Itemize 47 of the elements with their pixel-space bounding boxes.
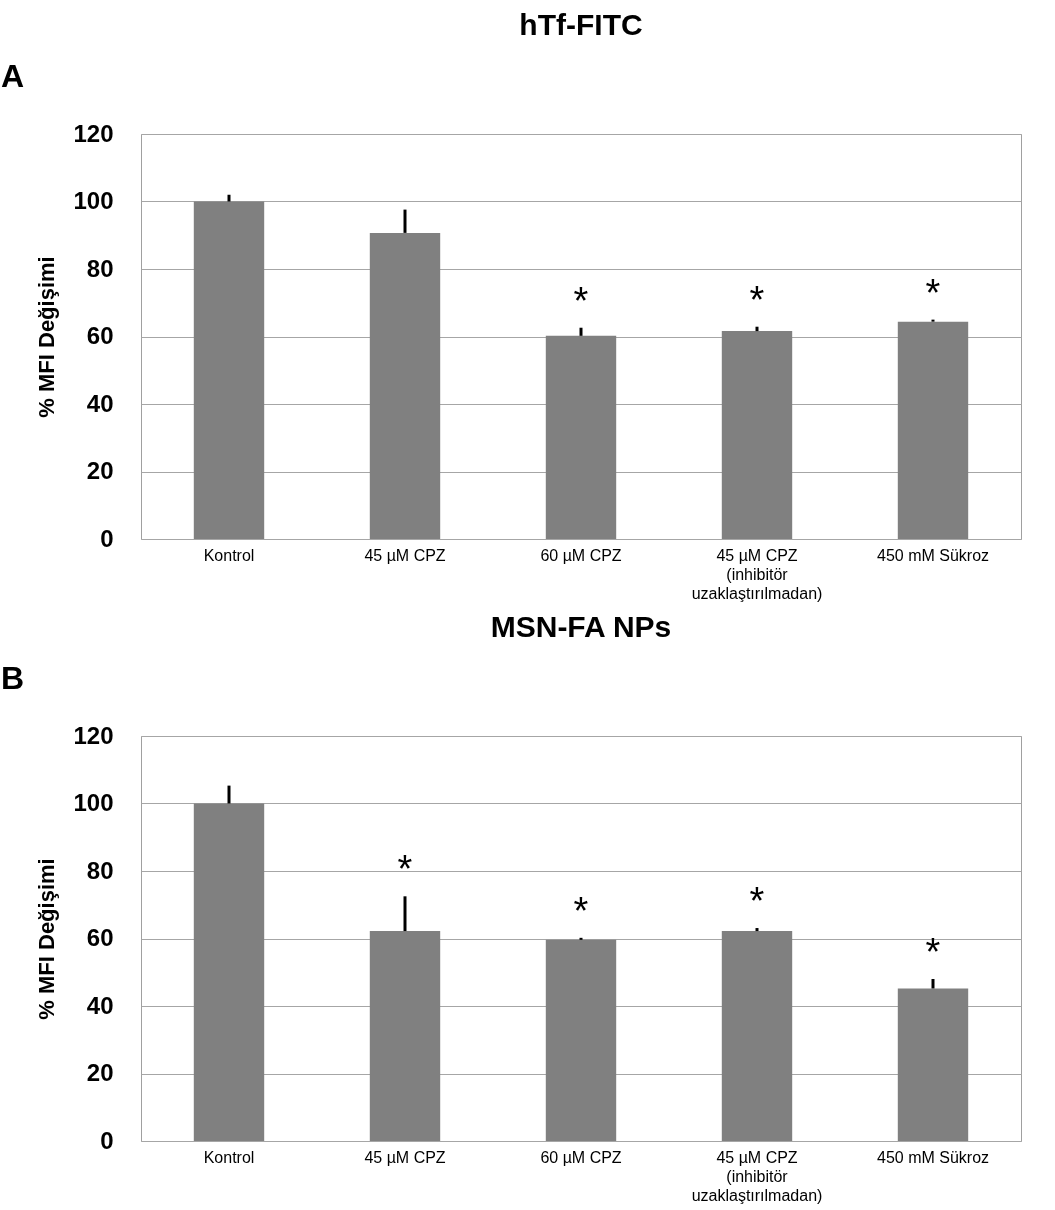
y-tick-label: 60 <box>86 924 114 951</box>
chart-title: hTf-FITC <box>519 8 643 41</box>
annotation: * <box>573 279 589 322</box>
annotation: * <box>925 931 941 973</box>
annotation: * <box>397 848 413 891</box>
bar <box>193 803 265 1141</box>
y-tick-label: 80 <box>86 254 114 282</box>
annotation: * <box>925 271 941 314</box>
y-tick-label: 100 <box>73 187 114 214</box>
bar <box>721 331 793 539</box>
bar <box>897 988 969 1141</box>
x-tick-label: 45 µM CPZ <box>364 546 446 564</box>
y-tick-label: 120 <box>73 721 114 749</box>
y-tick-label: 40 <box>86 389 114 417</box>
bar <box>369 232 441 539</box>
text: B <box>1 660 25 696</box>
x-tick-label: 45 µM CPZ <box>364 1148 446 1166</box>
y-tick-label: 0 <box>100 1126 114 1154</box>
text: A <box>1 58 25 94</box>
y-tick-label: 60 <box>86 322 114 349</box>
bar <box>545 939 617 1141</box>
y-tick-label: 120 <box>73 119 114 147</box>
x-tick-label: 45 µM CPZ (inhibitör uzaklaştırılmadan) <box>691 546 823 602</box>
annotation: * <box>573 889 589 932</box>
bar <box>193 201 265 539</box>
y-tick-label: 0 <box>100 524 114 552</box>
annotation: * <box>749 880 765 923</box>
bar <box>545 335 617 539</box>
x-tick-label: 60 µM CPZ <box>540 1148 622 1166</box>
y-tick-label: 40 <box>86 991 114 1019</box>
x-tick-label: Kontrol <box>203 1148 255 1166</box>
x-tick-label: 450 mM Sükroz <box>876 1148 990 1166</box>
x-tick-label: 450 mM Sükroz <box>876 546 990 564</box>
y-tick-label: 100 <box>73 789 114 816</box>
bar <box>721 931 793 1141</box>
y-tick-label: 80 <box>86 856 114 884</box>
x-tick-label: 60 µM CPZ <box>540 546 622 564</box>
x-tick-label: 45 µM CPZ (inhibitör uzaklaştırılmadan) <box>691 1148 823 1204</box>
y-axis-title: % MFI Değişimi <box>34 256 60 418</box>
bar <box>897 321 969 539</box>
y-tick-label: 20 <box>86 457 114 484</box>
annotation: * <box>749 278 765 321</box>
x-tick-label: Kontrol <box>203 546 255 564</box>
chart-title: MSN-FA NPs <box>490 610 672 643</box>
y-axis-title: % MFI Değişimi <box>34 858 60 1020</box>
bar <box>369 931 441 1141</box>
y-tick-label: 20 <box>86 1059 114 1086</box>
